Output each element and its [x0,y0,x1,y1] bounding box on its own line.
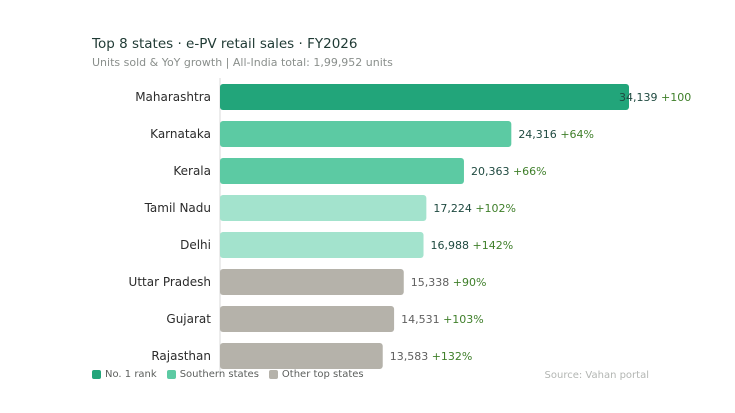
value-label: 14,531 +103% [401,313,484,326]
category-label: Maharashtra [135,90,211,104]
chart-legend: No. 1 rank Southern states Other top sta… [92,369,364,380]
legend-item-southern: Southern states [166,369,259,380]
growth-label: +103% [443,313,484,326]
legend-swatch-other [268,370,278,379]
bar-delhi [220,232,424,258]
value-number: 13,583 [390,350,432,363]
value-label: 13,583 +132% [390,350,473,363]
category-label: Gujarat [166,312,211,326]
legend-item-other: Other top states [268,369,364,380]
legend-label-other: Other top states [281,369,364,380]
value-label: 20,363 +66% [471,165,547,178]
value-label: 34,139 +100 [619,91,691,104]
growth-label: +142% [473,239,514,252]
growth-label: +100 [661,91,691,104]
bar-uttar-pradesh [220,269,404,295]
value-label: 24,316 +64% [518,128,594,141]
value-number: 20,363 [471,165,513,178]
chart-subtitle: Units sold & YoY growth | All-India tota… [92,56,393,69]
category-label: Tamil Nadu [144,201,211,215]
growth-label: +66% [513,165,547,178]
bar-maharashtra [220,84,629,110]
growth-label: +102% [475,202,516,215]
legend-swatch-rank1 [92,370,101,379]
legend-label-rank1: No. 1 rank [105,369,157,380]
value-number: 34,139 [619,91,661,104]
value-number: 24,316 [518,128,560,141]
value-number: 17,224 [433,202,475,215]
bar-rajasthan [220,343,383,369]
chart-title: Top 8 states · e-PV retail sales · FY202… [92,36,358,52]
growth-label: +90% [453,276,487,289]
category-label: Rajasthan [151,349,211,363]
legend-swatch-southern [166,370,176,379]
value-number: 15,338 [411,276,453,289]
growth-label: +132% [432,350,473,363]
legend-item-rank1: No. 1 rank [92,369,157,380]
value-label: 15,338 +90% [411,276,487,289]
bar-tamil-nadu [220,195,427,221]
category-label: Uttar Pradesh [129,275,211,289]
category-label: Karnataka [150,127,211,141]
value-label: 17,224 +102% [433,202,516,215]
bar-kerala [220,158,464,184]
bar-karnataka [220,121,512,147]
value-number: 16,988 [431,239,473,252]
value-label: 16,988 +142% [431,239,514,252]
category-label: Kerala [173,164,211,178]
growth-label: +64% [560,128,594,141]
legend-label-southern: Southern states [179,369,259,380]
category-label: Delhi [180,238,211,252]
bar-gujarat [220,306,395,332]
source-note: Source: Vahan portal [544,370,649,381]
value-number: 14,531 [401,313,443,326]
